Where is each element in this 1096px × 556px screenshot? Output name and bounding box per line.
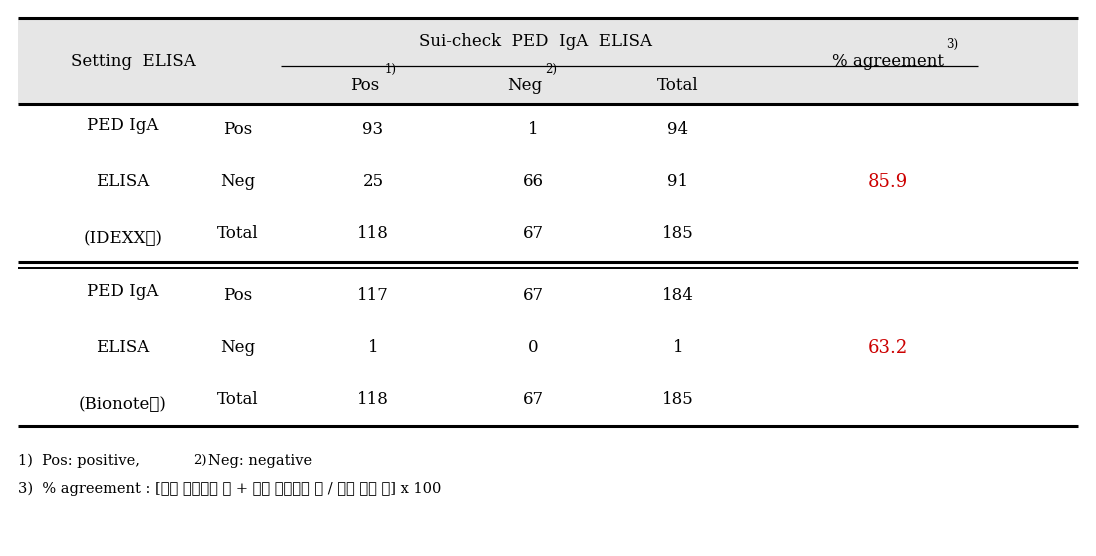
Text: 3): 3) (946, 38, 958, 51)
Text: 67: 67 (523, 391, 544, 409)
Text: Neg: negative: Neg: negative (208, 454, 312, 468)
Text: % agreement: % agreement (832, 52, 944, 70)
Text: 25: 25 (363, 173, 384, 191)
Text: 3)  % agreement : [일치 양성검체 수 + 일치 음성검체 수 / 전체 검체 수] x 100: 3) % agreement : [일치 양성검체 수 + 일치 음성검체 수 … (18, 482, 442, 497)
Text: 185: 185 (662, 226, 694, 242)
Text: Neg: Neg (220, 340, 255, 356)
Text: Total: Total (217, 226, 259, 242)
Text: Total: Total (217, 391, 259, 409)
Text: 2): 2) (545, 63, 557, 76)
Text: 118: 118 (357, 226, 389, 242)
Text: 85.9: 85.9 (868, 173, 909, 191)
Text: PED IgA: PED IgA (88, 284, 159, 300)
Text: 67: 67 (523, 287, 544, 305)
Text: Setting  ELISA: Setting ELISA (70, 52, 195, 70)
Text: 184: 184 (662, 287, 694, 305)
Bar (18, 18, 1078, 104)
Text: Pos: Pos (351, 77, 379, 93)
Text: 1): 1) (385, 63, 397, 76)
Text: Neg: Neg (507, 77, 543, 93)
Text: 67: 67 (523, 226, 544, 242)
Text: ELISA: ELISA (96, 340, 150, 356)
Text: 1: 1 (673, 340, 683, 356)
Text: PED IgA: PED IgA (88, 117, 159, 135)
Text: 1: 1 (527, 122, 538, 138)
Text: 1: 1 (367, 340, 378, 356)
Text: Pos: Pos (224, 287, 252, 305)
Text: (Bionote社): (Bionote社) (79, 395, 167, 413)
Text: 63.2: 63.2 (868, 339, 909, 357)
Text: 117: 117 (357, 287, 389, 305)
Text: Total: Total (658, 77, 699, 93)
Text: Sui-check  PED  IgA  ELISA: Sui-check PED IgA ELISA (419, 33, 652, 51)
Text: Pos: Pos (224, 122, 252, 138)
Text: (IDEXX社): (IDEXX社) (83, 230, 162, 246)
Text: 2): 2) (193, 454, 206, 467)
Text: 94: 94 (667, 122, 688, 138)
Text: 93: 93 (363, 122, 384, 138)
Text: ELISA: ELISA (96, 173, 150, 191)
Text: 91: 91 (667, 173, 688, 191)
Text: 0: 0 (527, 340, 538, 356)
Text: Neg: Neg (220, 173, 255, 191)
Text: 66: 66 (523, 173, 544, 191)
Text: 118: 118 (357, 391, 389, 409)
Text: 185: 185 (662, 391, 694, 409)
Text: 1)  Pos: positive,: 1) Pos: positive, (18, 454, 149, 468)
